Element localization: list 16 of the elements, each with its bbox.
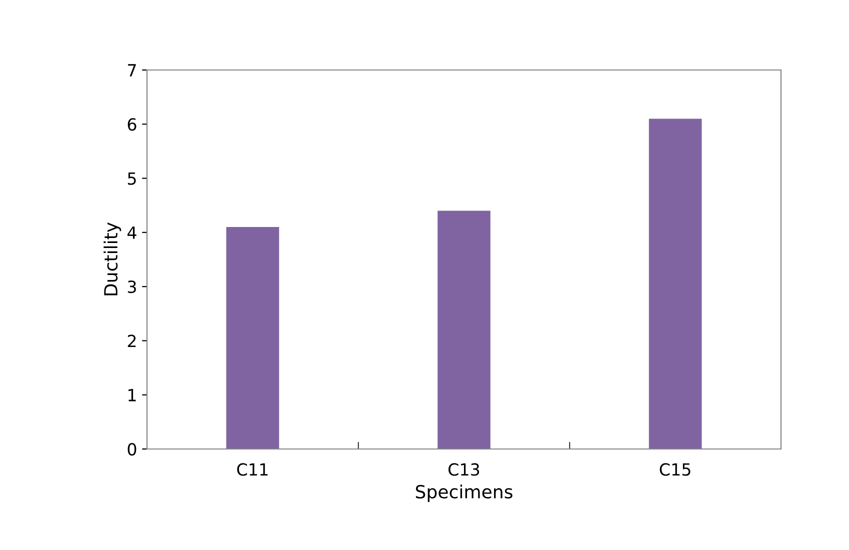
- y-tick-label: 1: [128, 389, 136, 402]
- bar: [438, 210, 490, 449]
- bar: [648, 118, 702, 449]
- y-tick-label: 3: [128, 280, 136, 294]
- y-axis-title: Ductility: [104, 222, 122, 296]
- bar: [226, 227, 280, 449]
- y-tick-label: 4: [127, 226, 136, 239]
- y-tick-label: 5: [128, 172, 136, 185]
- y-tick-label: 7: [128, 64, 136, 76]
- y-tick-label: 2: [128, 334, 136, 348]
- x-axis-title: Specimens: [416, 484, 512, 502]
- y-tick-label: 0: [128, 442, 136, 456]
- x-tick-label: C15: [660, 463, 690, 476]
- x-tick-label: C13: [448, 463, 480, 476]
- x-tick-label: C11: [237, 463, 268, 476]
- y-tick-label: 6: [128, 118, 136, 131]
